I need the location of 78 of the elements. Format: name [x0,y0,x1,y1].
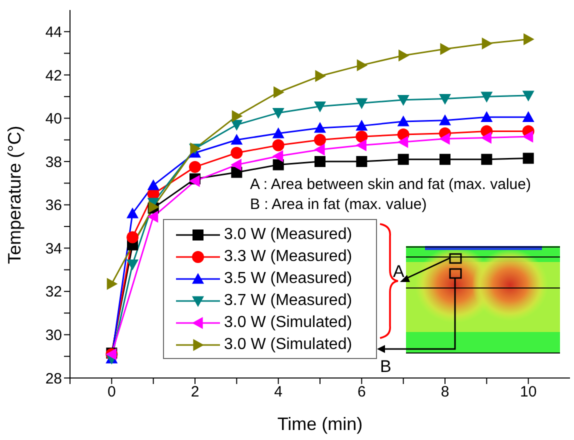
y-tick-label: 28 [45,370,62,388]
point [522,111,534,122]
legend-label: 3.0 W (Simulated) [224,314,352,332]
point [356,139,366,152]
y-tick-label: 44 [45,24,62,41]
annotation: A : Area between skin and fat (max. value) [250,176,531,193]
point [480,111,493,122]
point [480,92,493,103]
x-tick-label: 10 [520,384,537,401]
point [272,139,284,152]
point [397,136,408,148]
point [126,207,138,218]
point [522,130,534,143]
point [440,154,450,165]
x-tick-label: 4 [274,384,283,401]
point [126,231,138,244]
point [147,179,160,190]
point [524,33,534,46]
x-tick-label: 8 [440,384,450,401]
point [397,95,410,106]
x-axis-title: Time (min) [277,414,363,434]
point [315,70,326,82]
annotation: B [380,357,392,376]
point [314,134,326,146]
point [356,120,368,131]
point [482,38,493,50]
y-tick-label: 30 [45,327,62,344]
point [126,260,138,270]
legend-label: 3.3 W (Measured) [224,248,352,266]
point [272,127,284,138]
y-tick-label: 34 [45,240,62,258]
point [439,94,451,105]
y-tick-label: 32 [45,284,62,301]
point [274,86,284,98]
point [189,175,200,188]
point [481,154,492,165]
annotation: B : Area in fat (max. value) [250,196,427,213]
y-tick-label: 36 [45,197,62,214]
point [230,120,243,131]
point [522,152,534,164]
legend-label: 3.5 W (Measured) [224,270,352,288]
point [189,160,201,173]
point [314,144,325,156]
legend-label: 3.7 W (Measured) [224,292,352,310]
point [439,114,451,126]
point [232,110,243,122]
x-tick-label: 0 [107,384,116,401]
point [314,122,326,133]
point [356,59,368,72]
point [314,102,326,112]
point [314,156,326,168]
y-tick-label: 40 [45,110,62,128]
y-tick-label: 38 [45,154,62,171]
y-axis-title: Temperature (°C) [4,126,24,264]
point [272,108,284,119]
point [147,210,158,223]
point [272,150,284,162]
point [106,278,118,290]
y-tick-label: 42 [45,67,62,84]
point [230,146,243,159]
point [272,159,284,170]
legend-label: 3.0 W (Simulated) [224,336,352,354]
point [230,134,243,145]
annotation: A [393,262,405,281]
x-tick-label: 6 [357,384,366,401]
point [439,132,450,145]
legend-label: 3.0 W (Measured) [224,226,352,244]
point [356,98,368,110]
point [230,158,242,171]
point [356,156,368,168]
point [440,42,451,55]
point [398,49,410,62]
point [522,90,534,102]
point [397,115,410,126]
point [480,132,492,144]
point [398,154,409,165]
point [356,130,368,143]
x-tick-label: 2 [190,384,200,401]
